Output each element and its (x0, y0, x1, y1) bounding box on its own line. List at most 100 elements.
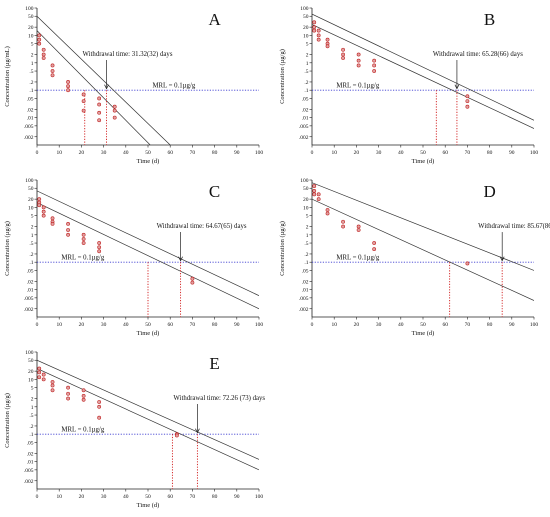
y-tick-label: .002 (299, 307, 309, 313)
y-axis-label: Concentration (µg/g) (4, 393, 11, 448)
x-tick-label: 60 (442, 150, 448, 156)
x-tick-label: 90 (234, 150, 240, 156)
upper-tolerance-line (312, 13, 534, 121)
x-tick-label: 30 (101, 322, 107, 328)
data-point (325, 37, 330, 42)
data-point (41, 213, 46, 218)
data-point (41, 377, 46, 382)
x-tick-label: 100 (255, 494, 264, 500)
data-point (341, 224, 345, 229)
y-tick-label: 2 (31, 225, 34, 231)
mrl-label: MRL = 0.1µg/g (336, 83, 379, 90)
y-tick-label: 5 (306, 214, 309, 220)
panel-letter: C (209, 182, 220, 201)
panel-a: 0 10 20 30 40 50 60 70 80 90 100 100 50 20 10 5 2 1 .5 .2 .1… (4, 6, 263, 165)
y-tick-label: 2 (306, 225, 309, 231)
x-tick-label: 0 (36, 150, 39, 156)
y-tick-label: .005 (299, 296, 309, 302)
data-point (81, 237, 86, 241)
data-point (41, 52, 46, 57)
x-tick-label: 60 (167, 322, 173, 328)
x-tick-label: 40 (398, 322, 404, 328)
x-tick-label: 40 (123, 494, 129, 500)
data-point (97, 400, 102, 404)
y-tick-label: 20 (28, 197, 34, 203)
data-point (325, 208, 330, 212)
x-axis-label: Time (d) (137, 330, 160, 337)
x-tick-label: 80 (487, 322, 493, 328)
x-tick-label: 50 (145, 322, 151, 328)
x-tick-label: 0 (36, 494, 39, 500)
y-tick-label: .2 (304, 80, 308, 86)
y-tick-label: .002 (299, 135, 309, 141)
withdrawal-arrowhead (195, 428, 200, 434)
data-point (97, 241, 102, 245)
data-point (465, 99, 470, 104)
y-tick-label: .01 (302, 288, 309, 294)
data-point (66, 385, 70, 390)
data-point (190, 276, 195, 281)
y-tick-label: 1 (31, 233, 34, 239)
x-axis-label: Time (d) (412, 158, 435, 165)
y-tick-label: 50 (28, 14, 34, 20)
y-tick-label: .5 (29, 241, 33, 247)
y-tick-label: .02 (27, 107, 34, 113)
data-point (112, 115, 117, 120)
data-point (372, 241, 377, 245)
y-tick-label: 2 (31, 53, 34, 59)
y-tick-label: 10 (28, 205, 34, 211)
data-point (66, 88, 70, 93)
x-tick-label: 70 (190, 150, 196, 156)
y-tick-label: .2 (29, 252, 33, 258)
data-point (97, 110, 102, 115)
y-tick-label: 1 (31, 405, 34, 411)
x-tick-label: 20 (354, 150, 360, 156)
y-tick-label: .5 (304, 241, 308, 247)
data-point (341, 56, 345, 60)
regression-line (312, 198, 534, 301)
data-point (50, 383, 55, 388)
y-tick-label: .2 (304, 252, 308, 258)
y-tick-label: .1 (29, 260, 33, 266)
x-tick-label: 90 (234, 322, 240, 328)
y-tick-label: .005 (24, 124, 34, 130)
x-tick-label: 20 (79, 494, 85, 500)
regression-line (37, 30, 151, 145)
x-tick-label: 60 (167, 494, 173, 500)
data-point (312, 189, 317, 193)
data-point (81, 92, 86, 97)
panel-letter: E (209, 354, 219, 373)
x-tick-label: 80 (212, 150, 218, 156)
y-tick-label: 10 (28, 377, 34, 383)
x-tick-label: 30 (101, 150, 107, 156)
y-tick-label: 2 (306, 53, 309, 59)
data-point (174, 433, 179, 438)
withdrawal-arrowhead (104, 84, 109, 90)
y-tick-label: 20 (28, 369, 34, 375)
y-tick-label: 100 (25, 350, 34, 356)
y-tick-label: .005 (24, 468, 34, 474)
x-tick-label: 30 (101, 494, 107, 500)
y-tick-label: 10 (303, 33, 309, 39)
data-point (66, 232, 70, 237)
x-tick-label: 10 (56, 150, 62, 156)
mrl-label: MRL = 0.1µg/g (61, 255, 104, 262)
data-point (50, 388, 55, 393)
data-point (37, 203, 42, 208)
panel-d: 0 10 20 30 40 50 60 70 80 90 100 100 50 20 10 5 2 1 .5 .2 .1… (279, 178, 550, 337)
x-tick-label: 50 (420, 150, 426, 156)
y-tick-label: .1 (304, 260, 308, 266)
x-tick-label: 100 (530, 322, 539, 328)
y-tick-label: .1 (29, 432, 33, 438)
y-tick-label: 1 (306, 233, 309, 239)
x-tick-label: 0 (36, 322, 39, 328)
mrl-label: MRL = 0.1µg/g (152, 83, 195, 90)
withdrawal-time-label: Withdrawal time: 72.26 (73) days (173, 395, 265, 402)
data-point (50, 380, 55, 384)
x-tick-label: 50 (420, 322, 426, 328)
data-point (312, 184, 317, 188)
y-tick-label: .1 (29, 88, 33, 94)
x-tick-label: 40 (123, 150, 129, 156)
data-point (37, 375, 42, 380)
data-point (37, 41, 42, 46)
